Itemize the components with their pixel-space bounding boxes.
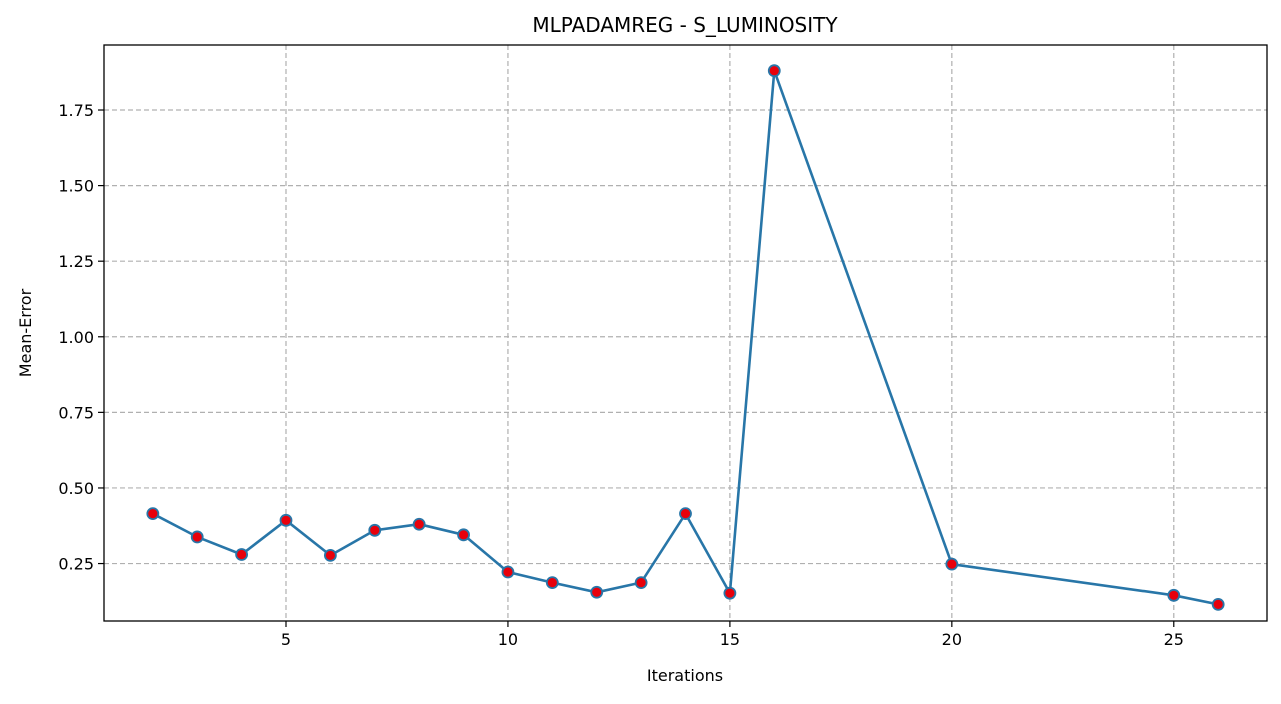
chart-title: MLPADAMREG - S_LUMINOSITY bbox=[532, 13, 838, 37]
x-axis-label: Iterations bbox=[647, 666, 723, 685]
x-tick-label: 20 bbox=[942, 630, 962, 649]
x-tick-label: 5 bbox=[281, 630, 291, 649]
data-point bbox=[1211, 597, 1225, 611]
y-tick-label: 1.50 bbox=[58, 177, 94, 196]
data-point bbox=[501, 565, 515, 579]
data-point bbox=[679, 507, 692, 521]
series-line bbox=[152, 69, 1219, 606]
x-tick-label: 15 bbox=[720, 630, 740, 649]
data-point bbox=[412, 517, 426, 531]
y-tick-label: 1.00 bbox=[58, 328, 94, 347]
data-point bbox=[767, 64, 781, 78]
series-layer bbox=[146, 64, 1225, 611]
x-tick-label: 10 bbox=[498, 630, 518, 649]
y-tick-label: 0.75 bbox=[58, 403, 94, 422]
data-point bbox=[945, 557, 959, 571]
data-point bbox=[1167, 588, 1181, 602]
grid-lines bbox=[104, 45, 1267, 621]
axis-ticks: 5 10 15 20 25 0.25 0.50 0.75 1.00 1.25 1.50 1.75 bbox=[58, 101, 1184, 649]
data-point bbox=[323, 548, 337, 562]
y-tick-label: 0.25 bbox=[58, 555, 94, 574]
y-tick-label: 1.25 bbox=[58, 252, 94, 271]
y-axis-label: Mean-Error bbox=[16, 288, 35, 377]
y-tick-label: 1.75 bbox=[58, 101, 94, 120]
data-point bbox=[545, 576, 559, 589]
data-point bbox=[590, 585, 604, 599]
data-point bbox=[190, 530, 204, 544]
data-point bbox=[279, 513, 293, 527]
data-point bbox=[634, 576, 648, 589]
data-point bbox=[235, 548, 249, 561]
data-point bbox=[457, 528, 470, 542]
data-point bbox=[723, 586, 737, 600]
y-tick-label: 0.50 bbox=[58, 479, 94, 498]
data-point bbox=[368, 523, 382, 537]
data-point bbox=[146, 507, 160, 521]
plot-frame bbox=[103, 44, 1268, 622]
x-tick-label: 25 bbox=[1164, 630, 1184, 649]
